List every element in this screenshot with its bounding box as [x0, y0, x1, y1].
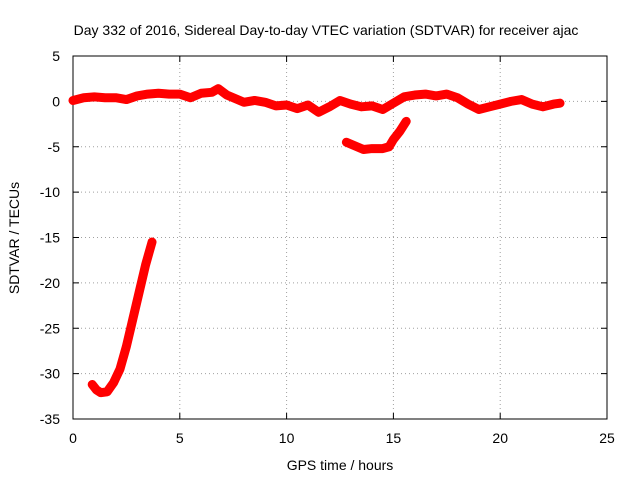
grid	[73, 56, 607, 419]
x-tick-label: 0	[69, 430, 77, 446]
y-tick-label: 5	[52, 48, 60, 64]
y-tick-label: -5	[48, 139, 61, 155]
y-tick-label: -35	[40, 411, 60, 427]
series-line-arc-middle	[341, 116, 411, 154]
series-line-main	[68, 84, 565, 117]
series-line-arc-early	[87, 237, 157, 398]
x-tick-label: 15	[386, 430, 402, 446]
axis-ticks	[72, 55, 608, 420]
chart-title: Day 332 of 2016, Sidereal Day-to-day VTE…	[74, 22, 579, 38]
y-tick-label: -20	[40, 275, 60, 291]
y-tick-label: -15	[40, 230, 60, 246]
x-tick-label: 10	[279, 430, 295, 446]
y-tick-label: -30	[40, 366, 60, 382]
x-tick-label: 5	[176, 430, 184, 446]
y-axis-label: SDTVAR / TECUs	[6, 182, 22, 294]
y-tick-label: -10	[40, 184, 60, 200]
y-tick-label: 0	[52, 93, 60, 109]
y-tick-label: -25	[40, 320, 60, 336]
series-group	[68, 84, 565, 398]
x-axis-label: GPS time / hours	[287, 457, 394, 473]
x-tick-label: 20	[492, 430, 508, 446]
y-tick-labels: 5 0 -5 -10 -15 -20 -25 -30 -35	[40, 48, 60, 427]
x-tick-labels: 0 5 10 15 20 25	[69, 430, 615, 446]
x-tick-label: 25	[599, 430, 615, 446]
